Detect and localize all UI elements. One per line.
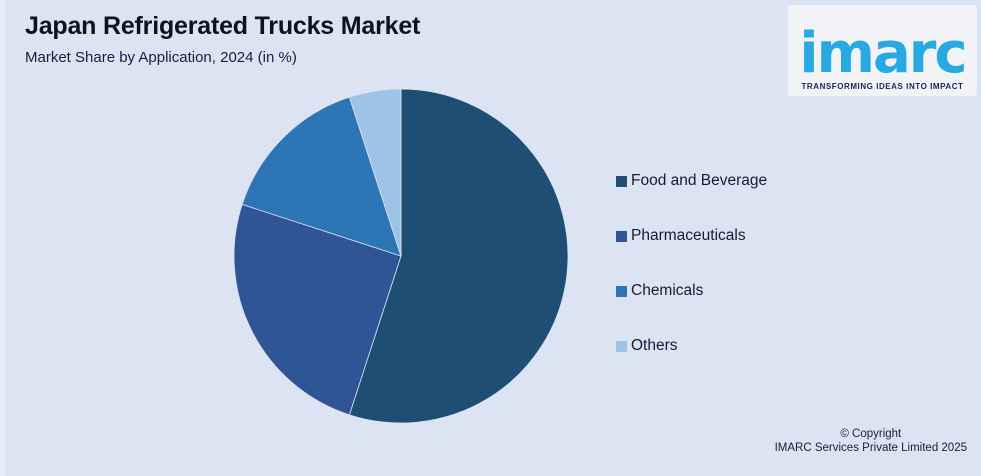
- imarc-logo: imarc TRANSFORMING IDEAS INTO IMPACT: [788, 5, 977, 96]
- legend-swatch-icon: [616, 340, 627, 352]
- pie-slice-chemicals: [241, 96, 402, 257]
- legend-item-others: Others: [616, 338, 767, 354]
- legend-label: Others: [631, 337, 678, 354]
- copyright-line2: IMARC Services Private Limited 2025: [774, 442, 967, 454]
- copyright-line1: © Copyright: [840, 428, 902, 440]
- imarc-tagline: TRANSFORMING IDEAS INTO IMPACT: [801, 82, 964, 91]
- legend-item-food-and-beverage: Food and Beverage: [616, 173, 767, 189]
- pie-chart-svg: [233, 88, 569, 424]
- pie-slice-pharmaceuticals: [233, 203, 402, 416]
- legend-swatch-icon: [616, 285, 627, 297]
- legend-swatch-icon: [616, 230, 627, 242]
- pie-chart: [233, 88, 569, 424]
- chart-legend: Food and Beverage Pharmaceuticals Chemical…: [616, 173, 767, 354]
- page-title: Japan Refrigerated Trucks Market: [25, 12, 421, 40]
- imarc-wordmark: imarc: [799, 21, 967, 86]
- legend-item-pharmaceuticals: Pharmaceuticals: [616, 228, 767, 244]
- pie-slice-others: [348, 88, 402, 257]
- legend-label: Pharmaceuticals: [631, 227, 746, 244]
- legend-label: Food and Beverage: [631, 172, 768, 189]
- copyright: © Copyright IMARC Services Private Limit…: [775, 427, 967, 455]
- pie-slice-food-and-beverage: [348, 88, 569, 424]
- legend-item-chemicals: Chemicals: [616, 283, 767, 299]
- page-subtitle: Market Share by Application, 2024 (in %): [25, 49, 297, 66]
- header: Japan Refrigerated Trucks Market Market …: [25, 12, 420, 66]
- legend-label: Chemicals: [631, 282, 704, 299]
- legend-swatch-icon: [616, 175, 627, 187]
- left-edge-strip: [0, 0, 5, 476]
